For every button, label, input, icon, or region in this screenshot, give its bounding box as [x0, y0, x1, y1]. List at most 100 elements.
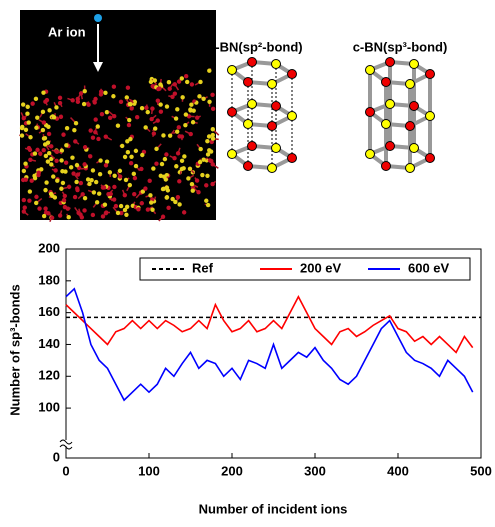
- crystal-atom: [382, 120, 391, 129]
- x-tick-label: 0: [62, 463, 69, 478]
- atom: [82, 102, 86, 106]
- atom: [73, 139, 77, 143]
- atom: [124, 178, 128, 182]
- atom: [164, 177, 168, 181]
- atom: [124, 213, 128, 217]
- atom: [182, 154, 186, 158]
- atom: [96, 137, 100, 141]
- atom: [47, 108, 51, 112]
- atom: [43, 206, 47, 210]
- atom: [123, 193, 127, 197]
- atom: [44, 180, 48, 184]
- atom: [83, 145, 87, 149]
- atom: [211, 136, 215, 140]
- atom: [63, 194, 67, 198]
- atom: [195, 115, 199, 119]
- atom: [198, 147, 202, 151]
- atom: [163, 157, 167, 161]
- atom: [180, 159, 184, 163]
- atom: [70, 98, 74, 102]
- atom: [35, 116, 39, 120]
- atom: [88, 128, 92, 132]
- atom: [75, 188, 79, 192]
- atom: [128, 102, 132, 106]
- atom: [143, 186, 147, 190]
- atom: [94, 180, 98, 184]
- atom: [28, 158, 32, 162]
- atom: [80, 192, 84, 196]
- atom: [47, 132, 51, 136]
- atom: [61, 132, 65, 136]
- atom: [35, 148, 39, 152]
- atom: [91, 136, 95, 140]
- atom: [82, 162, 86, 166]
- atom: [34, 97, 38, 101]
- crystal-atom: [244, 78, 253, 87]
- atom: [128, 183, 132, 187]
- atom: [204, 199, 208, 203]
- y-tick-label: 180: [38, 272, 60, 287]
- atom: [183, 123, 187, 127]
- atom: [63, 205, 67, 209]
- atom: [52, 115, 56, 119]
- atom: [71, 171, 75, 175]
- atom: [160, 162, 164, 166]
- atom: [99, 90, 103, 94]
- x-tick-label: 100: [138, 463, 160, 478]
- atom: [188, 107, 192, 111]
- crystal-atom: [426, 70, 435, 79]
- atom: [204, 183, 208, 187]
- atom: [206, 152, 210, 156]
- atom: [74, 180, 78, 184]
- atom: [191, 120, 195, 124]
- atom: [95, 200, 99, 204]
- atom: [132, 172, 136, 176]
- atom: [161, 187, 165, 191]
- atom: [174, 116, 178, 120]
- crystal-atom: [272, 102, 281, 111]
- atom: [104, 163, 108, 167]
- atom: [61, 181, 65, 185]
- atom: [120, 144, 124, 148]
- atom: [180, 134, 184, 138]
- legend-label: Ref: [192, 260, 214, 275]
- hbn-label: h-BN(sp²-bond): [207, 39, 302, 54]
- atom: [76, 172, 80, 176]
- crystal-atom: [386, 142, 395, 151]
- atom: [59, 187, 63, 191]
- crystals: [228, 58, 435, 173]
- atom: [146, 207, 150, 211]
- atom: [96, 124, 100, 128]
- atom: [154, 147, 158, 151]
- atom: [198, 160, 202, 164]
- atom: [67, 215, 71, 219]
- atom: [153, 78, 157, 82]
- atom: [136, 207, 140, 211]
- series-line: [66, 289, 473, 400]
- y-tick-label: 0: [53, 449, 60, 464]
- atom: [93, 117, 97, 121]
- atom: [119, 100, 123, 104]
- atom: [59, 115, 63, 119]
- atom: [25, 112, 29, 116]
- atom: [157, 86, 161, 90]
- atom: [185, 80, 189, 84]
- crystal-atom: [406, 122, 415, 131]
- atom: [177, 125, 181, 129]
- crystal-atom: [228, 66, 237, 75]
- atom: [196, 190, 200, 194]
- crystal-atom: [426, 154, 435, 163]
- atom: [118, 174, 122, 178]
- figure: Ar ion h-BN(sp²-bond) c-BN(sp³-bond) Num…: [0, 0, 495, 522]
- atom: [112, 197, 116, 201]
- crystal-atom: [426, 112, 435, 121]
- crystal-atom: [268, 122, 277, 131]
- atom: [175, 129, 179, 133]
- atom: [150, 106, 154, 110]
- atom: [173, 200, 177, 204]
- atom: [108, 170, 112, 174]
- atom: [91, 213, 95, 217]
- atom: [181, 166, 185, 170]
- atom: [49, 192, 53, 196]
- atom: [91, 168, 95, 172]
